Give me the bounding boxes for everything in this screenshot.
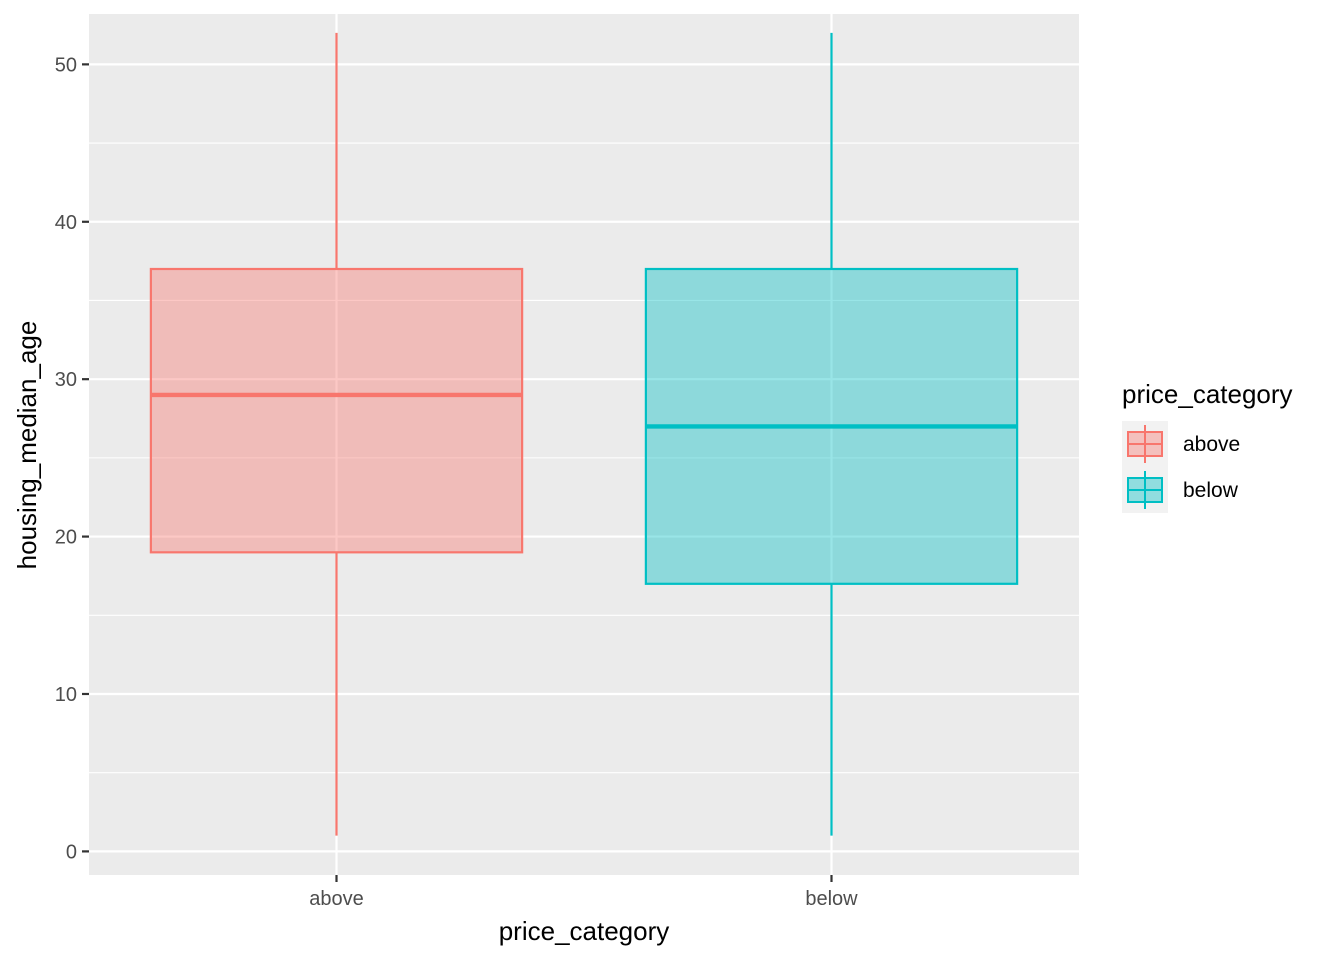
y-tick-label: 0 [66, 841, 77, 863]
box-layer [149, 32, 1019, 836]
y-tick-label: 50 [55, 54, 77, 76]
x-tick-label: above [309, 888, 364, 910]
box-iqr [149, 267, 524, 554]
y-tick-label: 30 [55, 369, 77, 391]
legend-item-below: below [1122, 467, 1239, 513]
grid-lines [89, 14, 1079, 875]
y-tick-label: 10 [55, 684, 77, 706]
legend-label: above [1183, 433, 1240, 456]
x-tick-label: below [805, 888, 858, 910]
y-tick-label: 40 [55, 212, 77, 234]
legend-label: below [1183, 479, 1239, 502]
y-axis: 0 10 20 30 40 50 [55, 54, 89, 863]
y-axis-title: housing_median_age [12, 321, 42, 570]
x-axis: above below [309, 875, 858, 910]
x-axis-title: price_category [499, 916, 670, 946]
box-above [149, 32, 524, 836]
legend: price_category above below [1122, 379, 1293, 513]
legend-title: price_category [1122, 379, 1293, 409]
plot-panel [89, 14, 1079, 875]
y-tick-label: 20 [55, 527, 77, 549]
box-below [644, 32, 1019, 836]
legend-item-above: above [1122, 421, 1240, 467]
